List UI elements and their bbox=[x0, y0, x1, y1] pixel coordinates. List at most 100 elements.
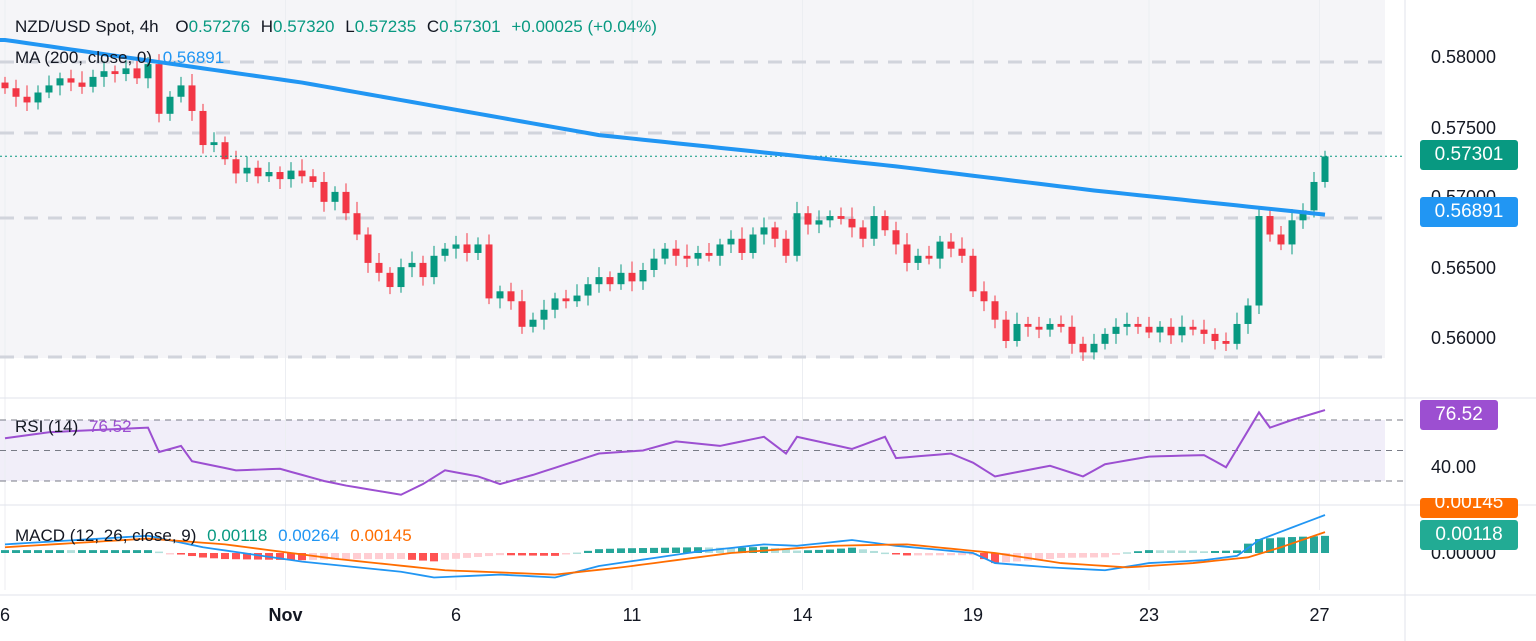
macd-histogram-bar bbox=[122, 550, 130, 553]
candle-body bbox=[1178, 326, 1186, 336]
macd-histogram-bar bbox=[441, 553, 449, 560]
candle-body bbox=[980, 291, 988, 302]
macd-histogram-bar bbox=[1299, 536, 1307, 553]
macd-histogram-bar bbox=[826, 549, 834, 553]
candle-body bbox=[1233, 323, 1241, 344]
macd-histogram-bar bbox=[1189, 550, 1197, 553]
candle-body bbox=[408, 262, 416, 268]
candle-body bbox=[1057, 323, 1065, 327]
candle-body bbox=[155, 64, 163, 114]
macd-label: MACD (12, 26, close, 9) bbox=[15, 526, 197, 545]
candle-body bbox=[1277, 234, 1285, 245]
candle-body bbox=[45, 85, 53, 93]
candle-body bbox=[1167, 326, 1175, 336]
candle-body bbox=[837, 216, 845, 219]
candle-body bbox=[1255, 216, 1263, 306]
candle-body bbox=[1068, 326, 1076, 344]
macd-histogram-bar bbox=[573, 552, 581, 555]
macd-histogram-bar bbox=[386, 553, 394, 560]
candle-body bbox=[441, 248, 449, 256]
candle-body bbox=[738, 238, 746, 253]
macd-histogram-bar bbox=[298, 553, 306, 561]
candle-body bbox=[639, 270, 647, 282]
macd-histogram-bar bbox=[397, 553, 405, 560]
macd-histogram-bar bbox=[320, 553, 328, 560]
candle-body bbox=[606, 277, 614, 285]
candle-body bbox=[661, 248, 669, 259]
macd-histogram-bar bbox=[881, 552, 889, 555]
macd-histogram-bar bbox=[1288, 537, 1296, 553]
candle-body bbox=[705, 252, 713, 256]
candle-body bbox=[573, 295, 581, 302]
macd-histogram-bar bbox=[1002, 553, 1010, 563]
macd-hist-tag: 0.00118 bbox=[1420, 520, 1518, 550]
candle-body bbox=[584, 284, 592, 296]
ma-label: MA (200, close, 0) bbox=[15, 48, 153, 67]
candle-body bbox=[628, 272, 636, 282]
last-price-tag: 0.57301 bbox=[1420, 140, 1518, 170]
macd-histogram-bar bbox=[188, 553, 196, 557]
candle-body bbox=[1090, 343, 1098, 353]
time-axis-tick: 11 bbox=[622, 605, 642, 625]
macd-histogram-bar bbox=[56, 550, 64, 553]
candle-body bbox=[1112, 326, 1120, 334]
macd-value: 0.00264 bbox=[278, 526, 340, 545]
macd-histogram-bar bbox=[1, 550, 9, 553]
macd-legend[interactable]: MACD (12, 26, close, 9) 0.00118 0.00264 … bbox=[15, 526, 418, 546]
macd-histogram-bar bbox=[199, 553, 207, 558]
candle-body bbox=[793, 213, 801, 256]
candle-body bbox=[969, 255, 977, 292]
candle-body bbox=[848, 218, 856, 228]
candle-body bbox=[892, 230, 900, 245]
macd-histogram-bar bbox=[166, 553, 174, 555]
macd-histogram-bar bbox=[903, 553, 911, 556]
candle-body bbox=[331, 191, 339, 202]
macd-histogram-bar bbox=[1167, 550, 1175, 553]
macd-histogram-bar bbox=[738, 547, 746, 553]
macd-histogram-bar bbox=[925, 553, 933, 556]
macd-histogram-bar bbox=[452, 553, 460, 559]
macd-histogram-bar bbox=[958, 553, 966, 556]
candle-body bbox=[804, 213, 812, 225]
macd-histogram-bar bbox=[1112, 553, 1120, 555]
rsi-legend[interactable]: RSI (14) 76.52 bbox=[15, 417, 138, 437]
macd-histogram-bar bbox=[221, 553, 229, 560]
candle-body bbox=[859, 227, 867, 239]
candle-body bbox=[232, 159, 240, 174]
high-label: H bbox=[260, 17, 274, 36]
candle-body bbox=[683, 255, 691, 259]
rsi-value-tag: 76.52 bbox=[1420, 400, 1498, 430]
macd-histogram-bar bbox=[529, 553, 537, 556]
candle-body bbox=[672, 248, 680, 256]
candle-body bbox=[210, 142, 218, 146]
macd-histogram-bar bbox=[408, 553, 416, 560]
macd-histogram-bar bbox=[1134, 551, 1142, 553]
candle-body bbox=[188, 85, 196, 111]
macd-histogram-bar bbox=[870, 550, 878, 553]
macd-histogram-bar bbox=[1145, 550, 1153, 553]
candle-body bbox=[419, 262, 427, 278]
candle-body bbox=[1002, 319, 1010, 341]
macd-histogram-bar bbox=[551, 553, 559, 556]
macd-histogram-bar bbox=[364, 553, 372, 560]
time-axis-tick: Nov bbox=[268, 605, 303, 625]
rsi-value: 76.52 bbox=[89, 417, 132, 436]
candle-body bbox=[309, 176, 317, 182]
candle-body bbox=[177, 85, 185, 97]
macd-histogram-bar bbox=[177, 553, 185, 555]
candle-body bbox=[1266, 216, 1274, 235]
macd-histogram-bar bbox=[100, 550, 108, 553]
candle-body bbox=[1299, 210, 1307, 221]
time-axis-tick: 27 bbox=[1309, 605, 1330, 625]
candle-body bbox=[342, 191, 350, 214]
macd-histogram-bar bbox=[617, 548, 625, 553]
ma-legend[interactable]: MA (200, close, 0) 0.56891 bbox=[15, 48, 230, 68]
macd-histogram-bar bbox=[1277, 537, 1285, 553]
candle-body bbox=[276, 172, 284, 180]
candle-body bbox=[936, 241, 944, 259]
symbol-label: NZD/USD Spot, 4h bbox=[15, 17, 159, 36]
candle-body bbox=[881, 216, 889, 231]
candle-body bbox=[1134, 323, 1142, 327]
